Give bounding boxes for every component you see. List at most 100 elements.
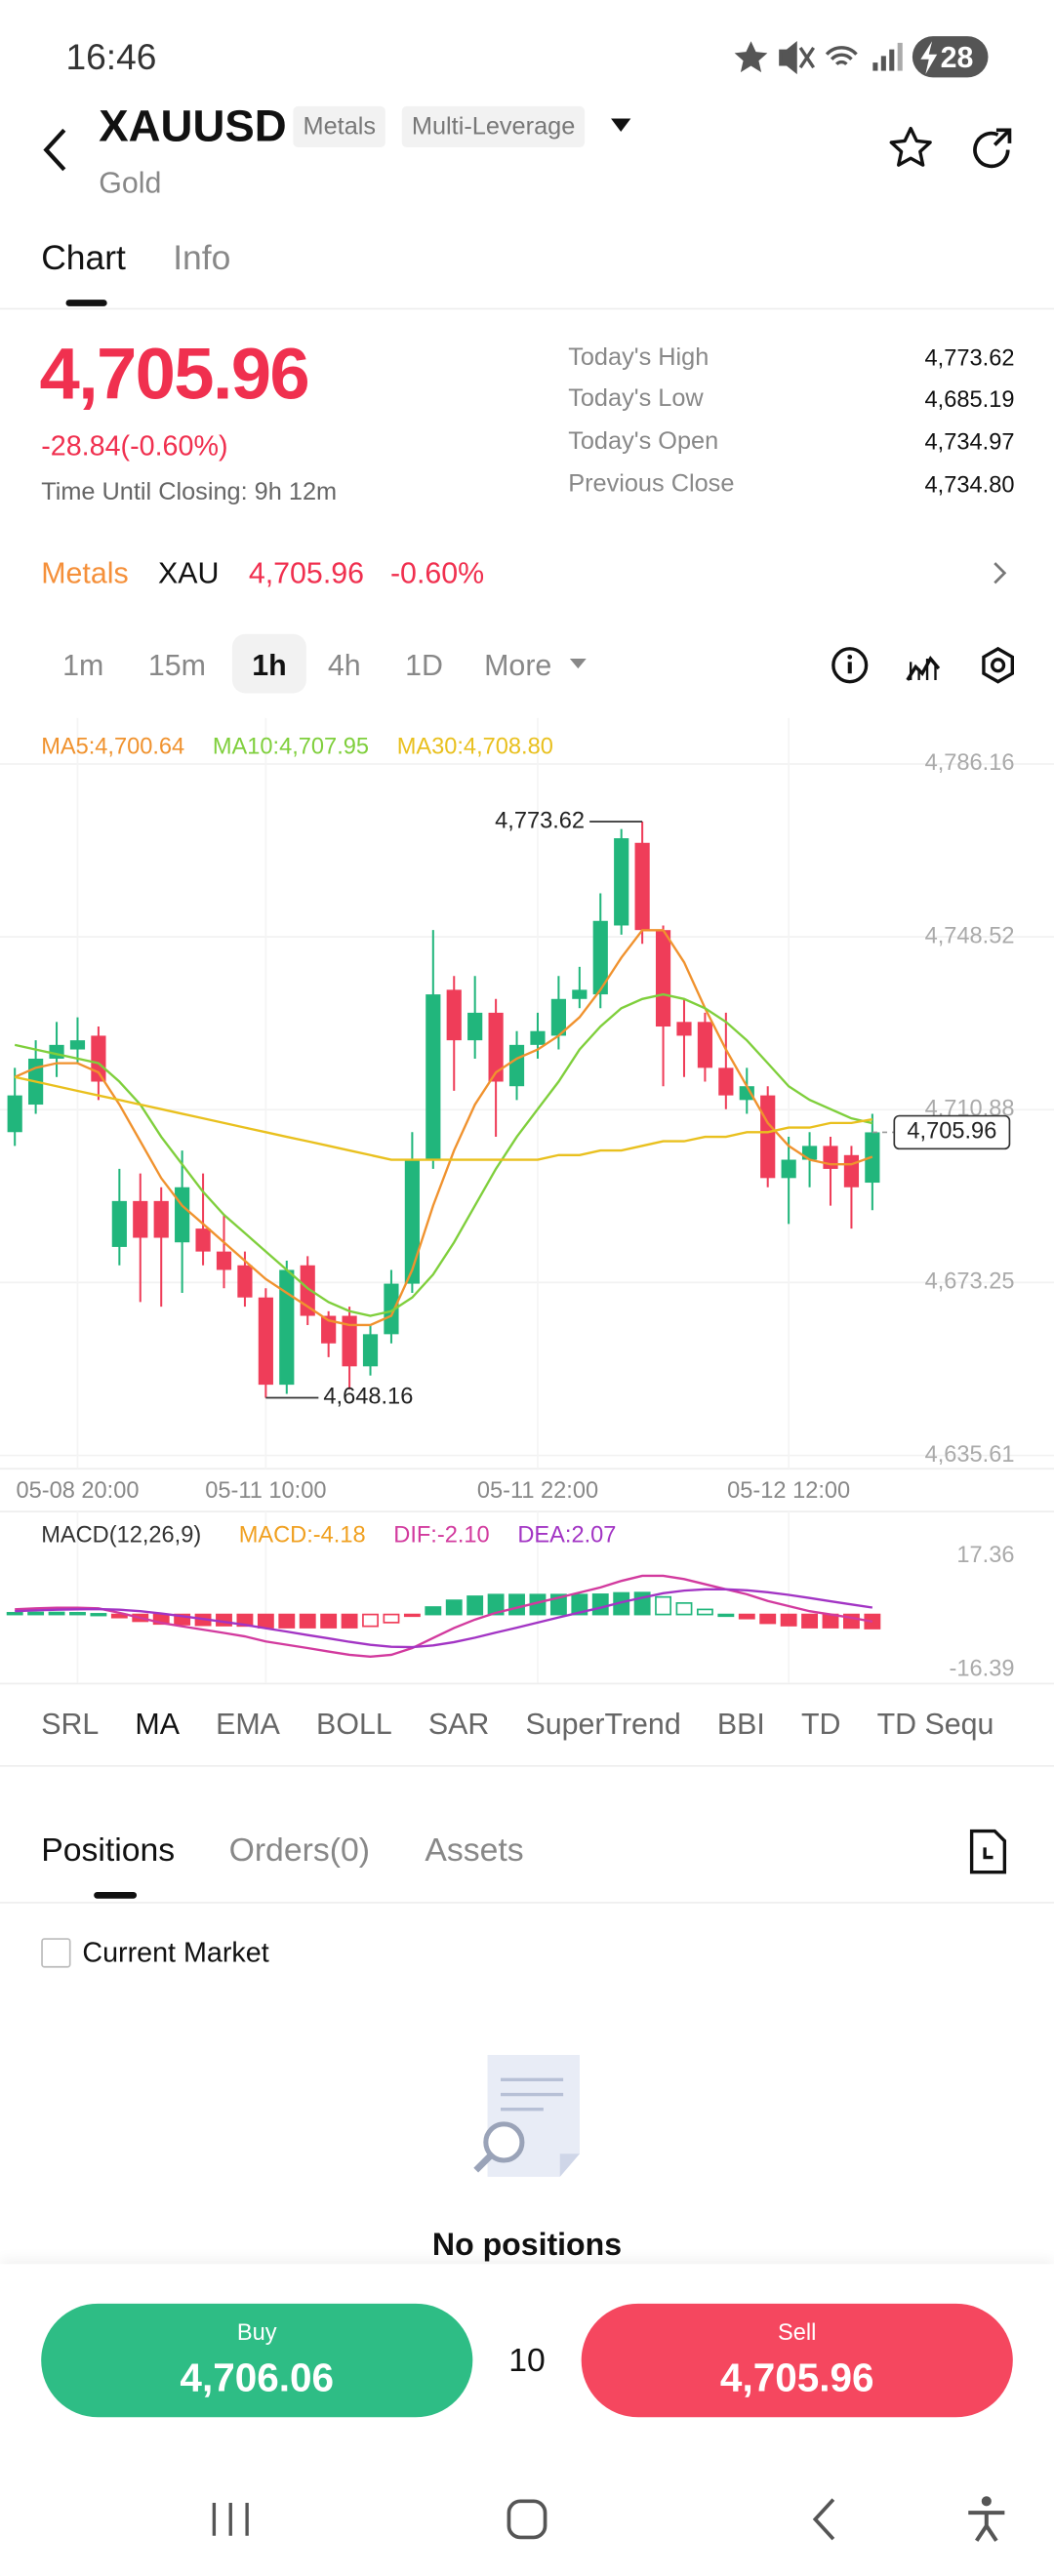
indicator-tab[interactable]: SAR [427, 1707, 490, 1741]
macd-bar [48, 1611, 65, 1616]
macd-line [15, 1588, 873, 1649]
candle-body [655, 930, 671, 1027]
ma-line [14, 929, 873, 1327]
candle-body [91, 1035, 106, 1082]
indicator-tab[interactable]: SuperTrend [525, 1707, 681, 1741]
favorite-button[interactable] [886, 124, 936, 174]
interval[interactable]: 1D [405, 648, 443, 682]
interval[interactable]: 1m [62, 648, 104, 682]
indicator-tab[interactable]: TD [800, 1707, 841, 1741]
candle-body [69, 1040, 86, 1050]
indicator-tab[interactable]: BBI [716, 1707, 765, 1741]
chevron[interactable] [989, 560, 1012, 586]
tab-active[interactable]: Positions [41, 1832, 176, 1870]
share-button[interactable] [968, 124, 1018, 174]
dropdown[interactable] [609, 115, 632, 135]
buy-label: Buy [236, 2318, 277, 2345]
sector-name[interactable]: Metals [41, 556, 129, 590]
last-price-tag [893, 1114, 1011, 1150]
sector-change: -0.60% [389, 556, 485, 590]
legend-entry: MA30:4,708.80 [397, 734, 553, 759]
macd-bar [717, 1613, 735, 1618]
macd-bar [6, 1612, 23, 1616]
candle-body [572, 989, 588, 999]
candle-body [342, 1315, 357, 1367]
macd-bar [675, 1602, 693, 1616]
filter-label[interactable]: Current Market [82, 1937, 269, 1969]
info-button[interactable] [831, 646, 871, 686]
candle-body [676, 1022, 692, 1036]
sell-button[interactable] [581, 2303, 1013, 2418]
settings-button[interactable] [978, 646, 1018, 686]
quantity[interactable]: 10 [508, 2343, 546, 2380]
macd-bar [174, 1613, 191, 1626]
candle-body [258, 1297, 273, 1386]
stat-value: 4,734.97 [924, 427, 1015, 455]
indicator-tab[interactable]: EMA [216, 1707, 280, 1741]
sell-label: Sell [778, 2318, 817, 2345]
tab[interactable]: Info [173, 239, 231, 278]
candle-body [362, 1334, 379, 1367]
history-button[interactable] [967, 1828, 1010, 1877]
interval[interactable]: More [484, 648, 552, 682]
candle-body [216, 1251, 232, 1270]
interval[interactable]: 4h [327, 648, 361, 682]
macd-bar [801, 1613, 819, 1629]
macd-bar [299, 1613, 316, 1629]
buy-price: 4,706.06 [180, 2355, 335, 2401]
candle-body [550, 998, 566, 1036]
candle-body [237, 1265, 253, 1298]
back-button[interactable] [36, 125, 76, 175]
stat-label: Today's High [568, 342, 709, 372]
candle-body [530, 1030, 546, 1045]
indicator-tab[interactable]: SRL [41, 1707, 100, 1741]
interval[interactable]: 15m [147, 648, 206, 682]
interval-highlight [231, 633, 306, 694]
indicator-tab[interactable]: TD Sequ [876, 1707, 994, 1741]
candle-body [404, 1159, 420, 1284]
legend-entry: MACD:-4.18 [239, 1523, 366, 1549]
candle-body [781, 1159, 796, 1179]
indicator-button[interactable] [904, 646, 944, 686]
divider [0, 1682, 1054, 1685]
macd-bar [508, 1593, 525, 1616]
y2-tick-label: 17.36 [956, 1543, 1014, 1568]
candle-body [739, 1086, 754, 1101]
last-price: 4,705.96 [39, 334, 310, 416]
ma-line [14, 992, 873, 1317]
tag: Multi-Leverage [401, 105, 586, 148]
candle-body [49, 1044, 64, 1059]
legend-entry: DEA:2.07 [517, 1523, 616, 1549]
status-icons [734, 41, 903, 75]
x-tick-label: 05-11 22:00 [477, 1478, 598, 1504]
divider [0, 1765, 1054, 1767]
candle-body [488, 1012, 504, 1082]
charging-icon [920, 41, 938, 74]
macd-bar [466, 1595, 484, 1616]
macd-bar [257, 1613, 274, 1629]
interval-active[interactable]: 1h [252, 648, 287, 682]
candle-body [467, 1012, 483, 1041]
stat-value: 4,734.80 [924, 470, 1015, 498]
candle-body [843, 1154, 860, 1187]
buy-button[interactable] [41, 2303, 473, 2418]
macd-bar [69, 1612, 86, 1616]
tab[interactable]: Orders(0) [228, 1832, 370, 1870]
kline-chart: 4,786.164,748.524,710.884,673.254,635.61… [0, 717, 1054, 1683]
macd-bar [445, 1599, 463, 1616]
empty-icon [473, 2055, 580, 2177]
tab[interactable]: Assets [425, 1832, 524, 1870]
macd-bar [278, 1613, 296, 1629]
dropdown [569, 659, 587, 669]
checkbox[interactable] [41, 1938, 71, 1968]
legend-entry: MA10:4,707.95 [213, 734, 369, 759]
empty-message: No positions [431, 2229, 623, 2264]
stat-value: 4,773.62 [924, 343, 1015, 371]
indicator-tab[interactable]: BOLL [316, 1707, 392, 1741]
tab-active[interactable]: Chart [41, 239, 126, 278]
candle-body [508, 1044, 525, 1087]
candle-body [195, 1228, 211, 1252]
price-change: -28.84(-0.60%) [41, 430, 228, 463]
macd-bar [696, 1608, 713, 1616]
indicator-tab[interactable]: MA [135, 1707, 180, 1741]
